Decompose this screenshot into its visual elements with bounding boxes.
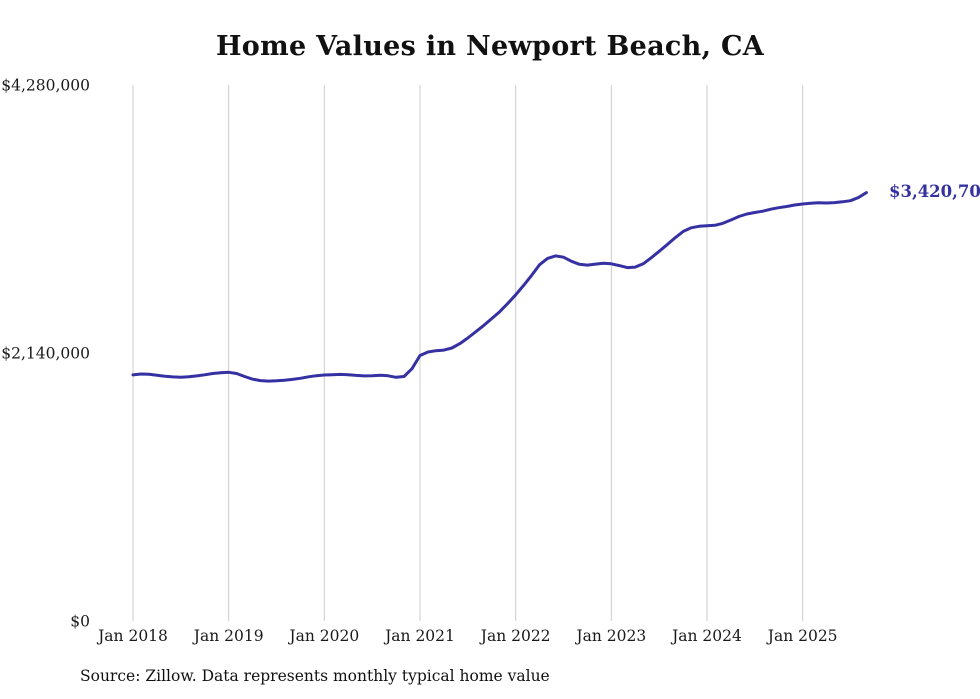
x-axis-tick-label: Jan 2018 [96, 627, 168, 645]
source-note: Source: Zillow. Data represents monthly … [80, 667, 550, 685]
x-axis-tick-label: Jan 2020 [287, 627, 359, 645]
y-axis-tick-label: $4,280,000 [1, 77, 90, 95]
x-axis-tick-label: Jan 2021 [383, 627, 455, 645]
x-axis-tick-label: Jan 2022 [479, 627, 551, 645]
x-axis-tick-label: Jan 2024 [670, 627, 742, 645]
y-axis-tick-label: $2,140,000 [1, 345, 90, 363]
chart-title: Home Values in Newport Beach, CA [215, 31, 765, 62]
home-value-line [131, 191, 868, 383]
y-axis-tick-label: $0 [70, 613, 90, 631]
latest-value-label: $3,420,704 [889, 182, 980, 201]
x-axis-tick-label: Jan 2025 [766, 627, 838, 645]
x-axis-tick-label: Jan 2023 [574, 627, 646, 645]
x-axis-tick-label: Jan 2019 [192, 627, 264, 645]
